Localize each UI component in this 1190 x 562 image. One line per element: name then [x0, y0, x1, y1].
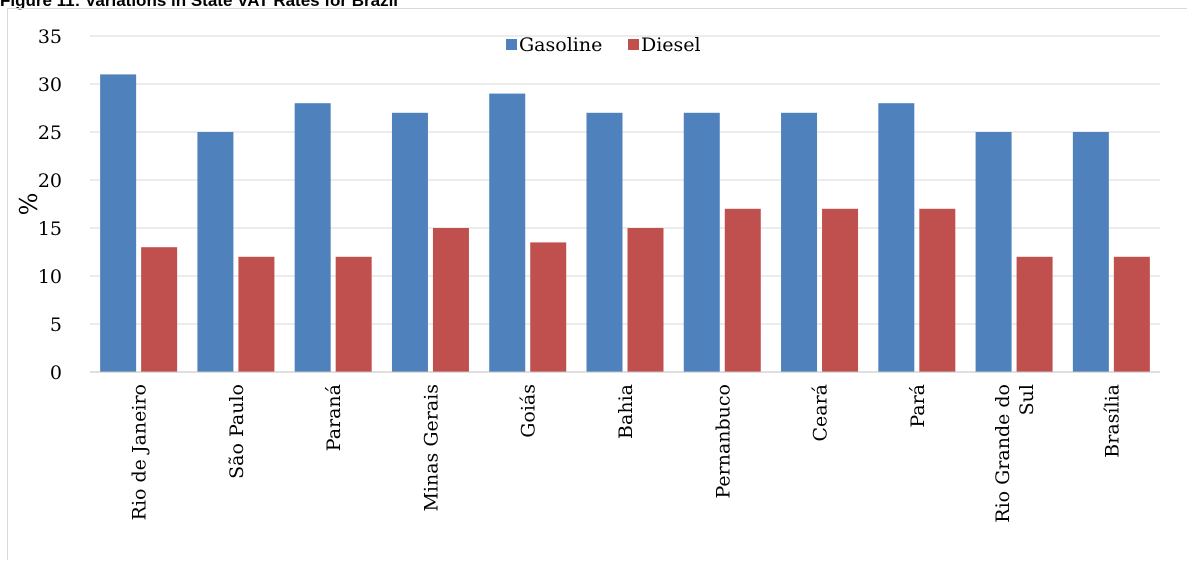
legend-swatch	[628, 39, 639, 50]
x-tick-label: Rio Grande do Sul	[992, 384, 1038, 523]
bar-diesel	[724, 208, 761, 372]
y-axis-label: %	[15, 193, 43, 216]
x-tick-label: São Paulo	[226, 384, 248, 479]
bar-diesel	[335, 256, 372, 372]
bar-diesel	[1016, 256, 1053, 372]
bar-diesel	[530, 242, 567, 372]
x-tick-label: Pernanbuco	[712, 384, 734, 499]
legend-swatch	[506, 39, 517, 50]
x-tick-label: Pará	[907, 384, 929, 428]
bar-gasoline	[391, 112, 428, 373]
bar-gasoline	[781, 112, 818, 373]
x-tick-label: Paraná	[323, 384, 345, 451]
bar-gasoline	[878, 103, 915, 372]
y-tick-label: 0	[50, 362, 62, 384]
legend-entry: Gasoline	[519, 34, 602, 56]
y-tick-label: 35	[38, 26, 62, 48]
x-tick-label: Brasília	[1101, 384, 1123, 458]
bar-gasoline	[100, 74, 137, 373]
legend: Gasoline Diesel	[506, 34, 701, 56]
bar-diesel	[238, 256, 275, 372]
bars	[100, 74, 1150, 373]
bar-diesel	[1113, 256, 1150, 372]
x-tick-labels: Rio de Janeiro São Paulo Paraná Minas Gerai…	[129, 384, 1124, 523]
bar-diesel	[627, 228, 664, 372]
x-tick-label: Ceará	[810, 384, 832, 442]
bar-diesel	[141, 247, 178, 372]
bar-gasoline	[975, 132, 1012, 372]
chart-frame	[7, 8, 1187, 560]
bar-gasoline	[683, 112, 720, 373]
bar-diesel	[432, 228, 469, 372]
x-tick-label: Goiás	[518, 384, 540, 438]
bar-gasoline	[489, 93, 526, 372]
x-tick-label: Bahia	[615, 384, 637, 439]
y-axis: 0 5 10 15 20 25 30 35	[38, 26, 62, 384]
x-tick-label: Rio de Janeiro	[129, 384, 151, 520]
y-tick-label: 10	[38, 266, 62, 288]
figure-title: Figure 11: Variations in State VAT Rates…	[0, 0, 399, 10]
legend-entry: Diesel	[641, 34, 701, 56]
bar-gasoline	[1072, 132, 1109, 372]
y-tick-label: 25	[38, 122, 62, 144]
y-tick-label: 5	[50, 314, 62, 336]
x-tick-label: Minas Gerais	[420, 384, 442, 512]
y-tick-label: 30	[38, 74, 62, 96]
bar-diesel	[919, 208, 956, 372]
bar-gasoline	[197, 132, 234, 372]
bar-diesel	[822, 208, 859, 372]
y-tick-label: 15	[38, 218, 62, 240]
bar-gasoline	[586, 112, 623, 373]
y-tick-label: 20	[38, 170, 62, 192]
bar-gasoline	[294, 103, 331, 372]
